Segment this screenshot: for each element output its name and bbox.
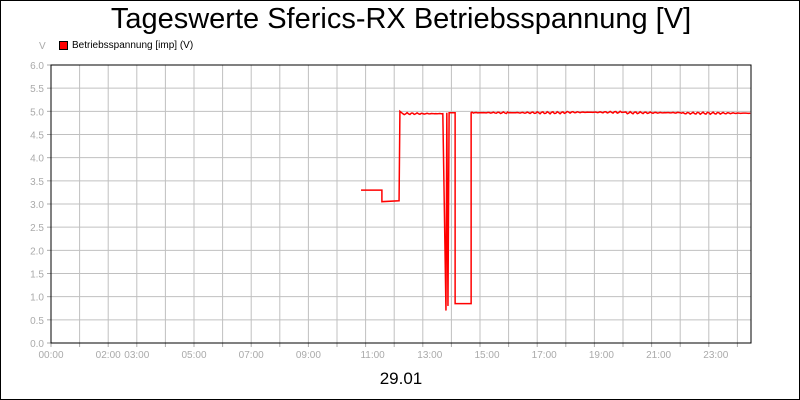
x-tick-label: 11:00 bbox=[360, 350, 385, 361]
y-tick-label: 5.0 bbox=[30, 107, 44, 118]
legend: Betriebsspannung [imp] (V) bbox=[59, 40, 193, 51]
legend-swatch bbox=[59, 41, 68, 50]
y-tick-label: 0.0 bbox=[30, 339, 44, 350]
x-tick-label: 17:00 bbox=[532, 350, 557, 361]
x-tick-label: 15:00 bbox=[474, 350, 499, 361]
y-tick-label: 4.0 bbox=[30, 154, 44, 165]
y-tick-label: 3.0 bbox=[30, 200, 44, 211]
x-tick-label: 13:00 bbox=[417, 350, 442, 361]
x-tick-label: 23:00 bbox=[703, 350, 728, 361]
x-tick-label: 05:00 bbox=[181, 350, 206, 361]
x-tick-label: 19:00 bbox=[589, 350, 614, 361]
y-tick-label: 3.5 bbox=[30, 177, 44, 188]
y-tick-label: 6.0 bbox=[30, 61, 44, 72]
y-tick-label: 5.5 bbox=[30, 84, 44, 95]
x-tick-label: 00:00 bbox=[38, 350, 63, 361]
x-axis-label: 29.01 bbox=[379, 369, 423, 388]
y-tick-label: 0.5 bbox=[30, 316, 44, 327]
x-tick-label: 21:00 bbox=[646, 350, 671, 361]
legend-label: Betriebsspannung [imp] (V) bbox=[72, 40, 194, 51]
x-tick-label: 09:00 bbox=[296, 350, 321, 361]
plot-border bbox=[50, 64, 752, 344]
y-tick-label: 1.0 bbox=[30, 293, 44, 304]
series-line bbox=[361, 109, 751, 311]
y-tick-label: 4.5 bbox=[30, 131, 44, 142]
y-tick-label: 2.5 bbox=[30, 223, 44, 234]
y-tick-label: 2.0 bbox=[30, 246, 44, 257]
x-tick-label: 03:00 bbox=[124, 350, 149, 361]
y-axis-label: V bbox=[39, 41, 46, 52]
x-tick-label: 02:00 bbox=[96, 350, 121, 361]
y-tick-label: 1.5 bbox=[30, 270, 44, 281]
chart-title: Tageswerte Sferics-RX Betriebsspannung [… bbox=[110, 3, 692, 35]
x-tick-label: 07:00 bbox=[239, 350, 264, 361]
